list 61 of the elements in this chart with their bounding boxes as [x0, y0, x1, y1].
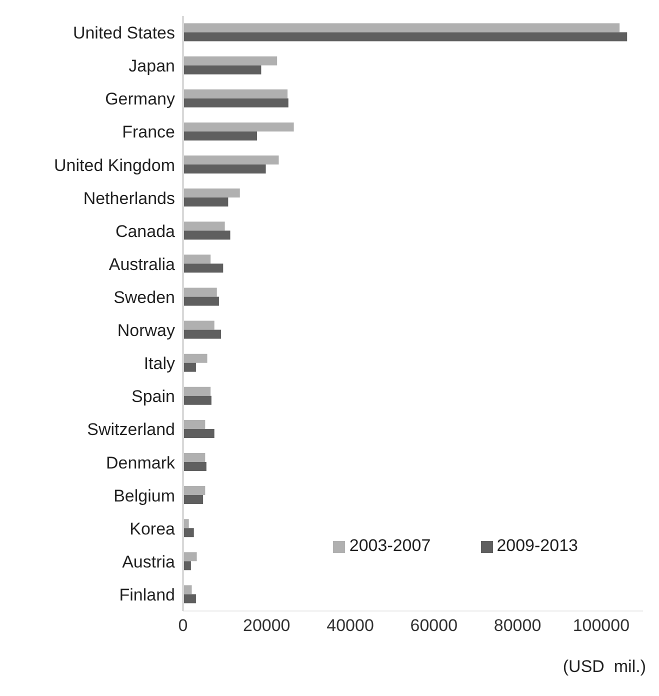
bar: [183, 386, 211, 396]
bar: [183, 264, 224, 273]
bar: [183, 122, 294, 132]
bar: [183, 198, 228, 207]
bar: [183, 89, 288, 98]
x-axis-title: (USD mil.): [562, 657, 647, 677]
y-tick-label: Switzerland: [87, 420, 175, 440]
y-tick-label: Germany: [105, 90, 176, 109]
y-tick-label: Austria: [122, 552, 176, 572]
x-tick-label: 0: [178, 616, 188, 636]
bar: [183, 594, 196, 604]
bar: [183, 528, 194, 538]
x-tick-label: 60000: [410, 616, 458, 636]
bar: [183, 420, 206, 429]
bar: [183, 131, 258, 140]
x-tick-label: 40000: [326, 616, 374, 636]
y-tick-label: Canada: [115, 222, 176, 241]
bar: [183, 396, 212, 405]
bar: [183, 98, 288, 108]
bar: [183, 56, 278, 66]
x-tick-label: 20000: [242, 616, 290, 636]
bar: [183, 23, 620, 32]
bar: [183, 230, 230, 240]
bar: [183, 330, 222, 339]
x-tick-label: 100000: [572, 616, 630, 636]
y-tick-label: Norway: [117, 321, 176, 340]
legend-label: 2009-2013: [496, 536, 578, 555]
bar: [183, 495, 204, 504]
bar: [183, 254, 211, 264]
bar: [183, 320, 214, 330]
bar: [183, 486, 206, 496]
y-tick-label: Italy: [144, 354, 176, 374]
y-tick-label: Korea: [130, 519, 176, 538]
y-tick-label: Sweden: [114, 288, 175, 308]
bar: [183, 585, 192, 594]
bar: [183, 222, 225, 231]
y-tick-label: France: [122, 122, 175, 142]
y-tick-label: United States: [72, 24, 175, 43]
bar: [183, 452, 206, 462]
y-tick-label: Netherlands: [83, 188, 175, 208]
bar: [183, 32, 628, 42]
y-tick-label: Denmark: [106, 453, 176, 472]
y-tick-label: Belgium: [114, 486, 175, 506]
bar: [183, 362, 196, 372]
bar: [183, 428, 214, 438]
bar: [183, 164, 266, 174]
bar: [183, 552, 197, 562]
legend-label: 2003-2007: [349, 536, 431, 555]
x-tick-label: 80000: [494, 616, 542, 636]
bar: [183, 155, 279, 164]
bar: [183, 188, 240, 198]
y-tick-label: Finland: [119, 586, 175, 605]
y-tick-label: United Kingdom: [54, 156, 175, 175]
bar: [183, 65, 262, 74]
y-tick-label: Japan: [128, 56, 175, 76]
bar: [183, 288, 217, 297]
y-tick-label: Australia: [108, 254, 176, 274]
bar: [183, 354, 208, 363]
y-tick-label: Spain: [132, 387, 175, 406]
bar: [183, 462, 206, 471]
bar: [183, 296, 219, 306]
